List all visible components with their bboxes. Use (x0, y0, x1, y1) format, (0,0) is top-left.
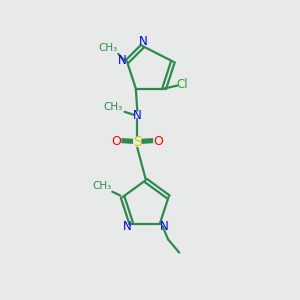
Text: CH₃: CH₃ (92, 181, 112, 191)
Text: O: O (154, 135, 164, 148)
Text: O: O (111, 135, 121, 148)
Text: CH₃: CH₃ (103, 102, 122, 112)
Text: N: N (160, 220, 169, 233)
Text: N: N (139, 35, 148, 48)
Text: CH₃: CH₃ (98, 43, 117, 53)
Text: S: S (133, 135, 142, 149)
Text: N: N (133, 110, 142, 122)
Text: N: N (123, 220, 131, 233)
Text: Cl: Cl (177, 78, 188, 91)
Text: N: N (118, 54, 127, 67)
